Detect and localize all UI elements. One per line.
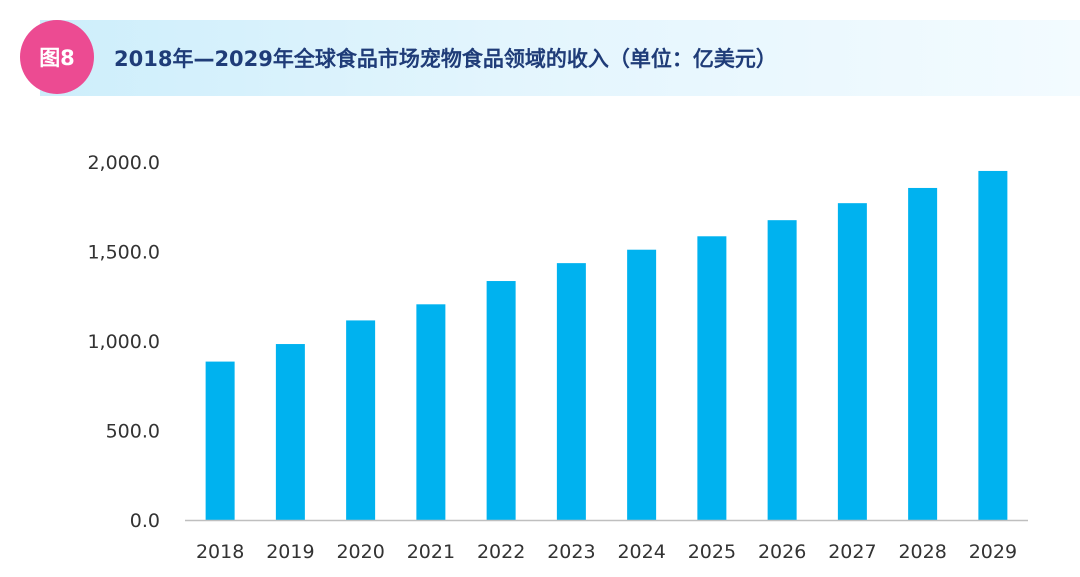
bar-2021 [416, 304, 446, 520]
chart-title: 2018年—2029年全球食品市场宠物食品领域的收入（单位：亿美元） [114, 47, 777, 71]
bar-2027 [837, 203, 867, 521]
bar-2026 [767, 220, 797, 521]
x-tick-label: 2023 [547, 541, 595, 563]
bar-series [205, 170, 1008, 521]
bar-2023 [556, 263, 586, 520]
title-band [40, 20, 1080, 96]
x-tick-label: 2019 [266, 541, 314, 563]
x-tick-label: 2018 [196, 541, 244, 563]
y-tick-label: 1,000.0 [87, 331, 160, 353]
bar-2024 [627, 249, 657, 520]
y-axis-ticks: 0.0 500.0 1,000.0 1,500.0 2,000.0 [87, 152, 160, 532]
figure-badge: 图8 [20, 20, 94, 94]
bar-2019 [275, 344, 305, 520]
y-tick-label: 500.0 [106, 421, 160, 443]
x-tick-label: 2021 [407, 541, 455, 563]
x-tick-label: 2024 [617, 541, 665, 563]
bar-2029 [978, 170, 1008, 520]
x-tick-label: 2022 [477, 541, 525, 563]
bar-2020 [346, 320, 376, 520]
x-tick-label: 2029 [969, 541, 1017, 563]
y-tick-label: 0.0 [130, 510, 160, 532]
y-tick-label: 1,500.0 [87, 242, 160, 264]
x-axis-ticks: 2018 2019 2020 2021 2022 2023 2024 2025 2026 2027… [196, 541, 1017, 563]
bar-2025 [697, 236, 727, 520]
x-tick-label: 2020 [336, 541, 384, 563]
figure-number: 图8 [39, 46, 75, 70]
x-tick-label: 2027 [828, 541, 876, 563]
y-tick-label: 2,000.0 [87, 152, 160, 174]
x-tick-label: 2025 [688, 541, 736, 563]
x-tick-label: 2026 [758, 541, 806, 563]
bar-2022 [486, 281, 516, 520]
bar-2028 [908, 187, 938, 520]
x-tick-label: 2028 [898, 541, 946, 563]
bar-2018 [205, 361, 235, 520]
